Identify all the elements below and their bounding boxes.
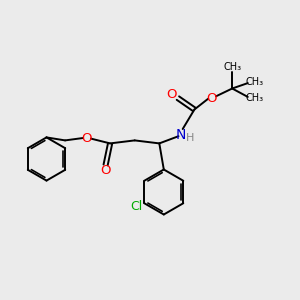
Text: CH₃: CH₃: [246, 93, 264, 103]
Text: O: O: [81, 131, 92, 145]
Text: O: O: [207, 92, 217, 105]
Text: N: N: [176, 128, 186, 142]
Text: Cl: Cl: [130, 200, 142, 213]
Text: CH₃: CH₃: [223, 62, 241, 72]
Text: H: H: [186, 133, 195, 143]
Text: O: O: [100, 164, 111, 178]
Text: O: O: [167, 88, 177, 101]
Text: CH₃: CH₃: [246, 77, 264, 87]
